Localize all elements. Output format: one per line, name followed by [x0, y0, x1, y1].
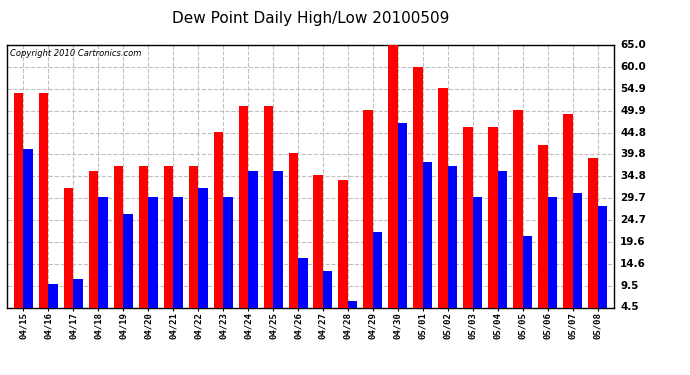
Text: 54.9: 54.9 — [620, 84, 646, 94]
Bar — [473, 197, 482, 308]
Bar — [373, 232, 382, 308]
Bar — [288, 153, 298, 308]
Bar — [298, 258, 308, 307]
Bar — [39, 93, 48, 308]
Text: 39.8: 39.8 — [620, 149, 646, 159]
Bar — [23, 149, 32, 308]
Text: 60.0: 60.0 — [620, 62, 646, 72]
Bar — [114, 166, 123, 308]
Bar — [323, 271, 333, 308]
Bar — [148, 197, 157, 308]
Bar — [438, 88, 448, 308]
Bar — [213, 132, 223, 308]
Bar — [313, 175, 323, 308]
Bar — [388, 45, 398, 308]
Bar — [448, 166, 457, 308]
Bar — [339, 180, 348, 308]
Bar — [598, 206, 607, 308]
Bar — [198, 188, 208, 308]
Bar — [573, 192, 582, 308]
Bar — [188, 166, 198, 308]
Text: 19.6: 19.6 — [620, 237, 646, 247]
Text: 49.9: 49.9 — [620, 105, 646, 116]
Bar — [398, 123, 408, 308]
Bar — [63, 188, 73, 308]
Bar — [273, 171, 282, 308]
Bar — [73, 279, 83, 308]
Bar — [48, 284, 58, 308]
Bar — [548, 197, 558, 308]
Bar — [173, 197, 183, 308]
Bar — [239, 106, 248, 308]
Bar — [464, 128, 473, 308]
Text: 14.6: 14.6 — [620, 259, 646, 268]
Bar — [264, 106, 273, 308]
Bar — [88, 171, 98, 308]
Bar — [513, 110, 523, 308]
Bar — [14, 93, 23, 308]
Text: Dew Point Daily High/Low 20100509: Dew Point Daily High/Low 20100509 — [172, 11, 449, 26]
Bar — [223, 197, 233, 308]
Text: 44.8: 44.8 — [620, 128, 646, 138]
Bar — [248, 171, 257, 308]
Text: 65.0: 65.0 — [620, 40, 646, 50]
Bar — [348, 301, 357, 307]
Text: 29.7: 29.7 — [620, 193, 646, 203]
Text: 24.7: 24.7 — [620, 215, 646, 225]
Bar — [164, 166, 173, 308]
Text: 34.8: 34.8 — [620, 171, 646, 181]
Bar — [139, 166, 148, 308]
Bar — [523, 236, 533, 308]
Bar — [423, 162, 433, 308]
Bar — [589, 158, 598, 308]
Bar — [538, 145, 548, 308]
Bar — [364, 110, 373, 308]
Text: 4.5: 4.5 — [620, 303, 639, 312]
Bar — [489, 128, 498, 308]
Bar — [498, 171, 507, 308]
Text: 9.5: 9.5 — [620, 281, 638, 291]
Bar — [413, 67, 423, 308]
Bar — [123, 214, 132, 308]
Bar — [98, 197, 108, 308]
Bar — [563, 114, 573, 308]
Text: Copyright 2010 Cartronics.com: Copyright 2010 Cartronics.com — [10, 49, 141, 58]
